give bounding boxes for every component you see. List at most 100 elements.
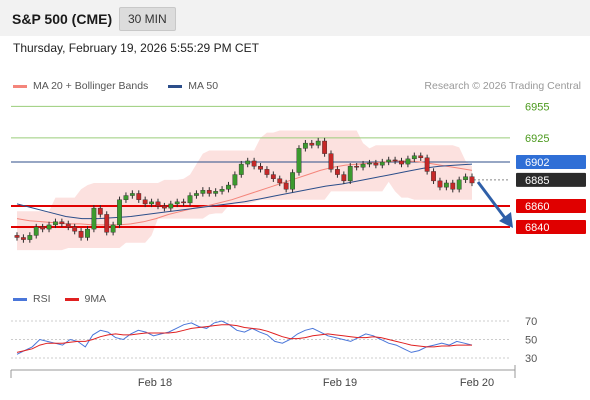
candle-body [91, 207, 97, 230]
candle-body [200, 190, 206, 194]
candle-body [149, 201, 154, 205]
bollinger-band-layer [17, 130, 472, 251]
candle-body [386, 159, 392, 163]
candle-body [322, 140, 328, 154]
candle-body [155, 201, 161, 207]
candle-body [379, 161, 385, 166]
candle-body [53, 221, 58, 226]
price-tag-label-6840: 6840 [525, 222, 549, 234]
candle-body [341, 174, 347, 182]
rsi-ma-line [16, 324, 472, 353]
candle-body [168, 203, 174, 209]
rsi-panel: 70 50 30 [11, 316, 537, 365]
time-axis-label: Feb 20 [460, 377, 494, 389]
candle-body [360, 163, 366, 168]
ma20-legend-label: MA 20 + Bollinger Bands [33, 80, 149, 92]
candle-body [232, 174, 238, 186]
candle-body [277, 178, 283, 184]
forecast-arrow-head [499, 212, 513, 228]
timeframe-button[interactable]: 30 MIN [119, 7, 176, 31]
candle-body [97, 207, 103, 215]
candle-body [21, 237, 26, 240]
candle-body [181, 201, 187, 204]
rsi-legend-label: RSI [33, 293, 51, 305]
candle-body [302, 142, 308, 149]
candle-body [129, 193, 135, 196]
price-tag-6860 [516, 199, 586, 214]
candle-body [40, 226, 46, 230]
candle-body [174, 201, 180, 205]
rsi-line [16, 320, 473, 355]
candle-body [354, 165, 360, 168]
candle-body [136, 193, 142, 200]
candle-body [315, 140, 321, 146]
candle-body [219, 189, 225, 192]
candle-body [104, 214, 110, 233]
level-label-6955: 6955 [525, 101, 549, 113]
candle-body [258, 165, 263, 170]
time-axis-label: Feb 19 [323, 377, 357, 389]
candle-body [65, 223, 71, 228]
candle-body [296, 148, 302, 173]
candle-body [411, 155, 417, 160]
candle-body [78, 230, 84, 238]
candle-body [14, 235, 20, 238]
candle-body [367, 162, 372, 165]
candle-body [456, 179, 462, 190]
candle-body [213, 191, 219, 194]
candle-body [469, 176, 475, 184]
candle-body [226, 184, 231, 190]
candle-body [347, 165, 353, 182]
forecast-arrow [476, 181, 507, 219]
candle-body [270, 174, 276, 179]
price-tag-6902 [516, 155, 586, 169]
instrument-title: S&P 500 (CME) [12, 11, 113, 27]
candle-body [33, 226, 39, 236]
candle-body [405, 158, 411, 165]
rsi-swatch [13, 297, 27, 301]
candles-layer [14, 137, 475, 243]
candle-body [110, 224, 116, 233]
candle-body [238, 163, 244, 175]
candle-body [142, 199, 148, 205]
price-tag-label-6902: 6902 [525, 157, 549, 169]
candle-body [418, 155, 424, 159]
candle-body [264, 169, 270, 175]
price-tag-6840 [516, 220, 586, 234]
candle-body [245, 160, 251, 165]
candle-body [431, 171, 436, 182]
time-axis: Feb 18 Feb 19 Feb 20 [10, 365, 516, 389]
rsi-ma-legend-label: 9MA [84, 293, 107, 305]
candle-body [328, 153, 334, 170]
candle-body [450, 182, 456, 190]
candle-body [283, 182, 289, 190]
rsi-level-label-70: 70 [525, 316, 537, 328]
price-tag-label-6885: 6885 [525, 175, 549, 187]
candle-body [392, 159, 398, 162]
candle-body [290, 172, 295, 190]
candle-body [437, 180, 443, 188]
price-legend: MA 20 + Bollinger Bands MA 50 [13, 80, 238, 92]
bollinger-band [17, 130, 472, 251]
price-tag-label-6860: 6860 [525, 201, 549, 213]
ma20-swatch [13, 84, 27, 88]
time-axis-label: Feb 18 [138, 377, 172, 389]
candle-body [46, 224, 52, 230]
candle-body [399, 160, 404, 165]
candle-body [335, 169, 340, 175]
chart-header: S&P 500 (CME) 30 MIN [0, 0, 590, 36]
candle-body [59, 221, 65, 225]
candle-body [424, 157, 430, 172]
candle-body [187, 195, 193, 204]
price-tag-6885 [516, 172, 586, 187]
rsi-ma-swatch [64, 297, 79, 301]
candle-body [373, 162, 379, 166]
rsi-legend: RSI 9MA [13, 293, 120, 305]
chart-datetime: Thursday, February 19, 2026 5:55:29 PM C… [13, 41, 259, 55]
candle-body [443, 182, 449, 188]
ma50-legend-label: MA 50 [188, 80, 219, 92]
candle-body [309, 142, 315, 146]
rsi-level-label-50: 50 [525, 335, 537, 347]
candle-body [85, 228, 90, 238]
